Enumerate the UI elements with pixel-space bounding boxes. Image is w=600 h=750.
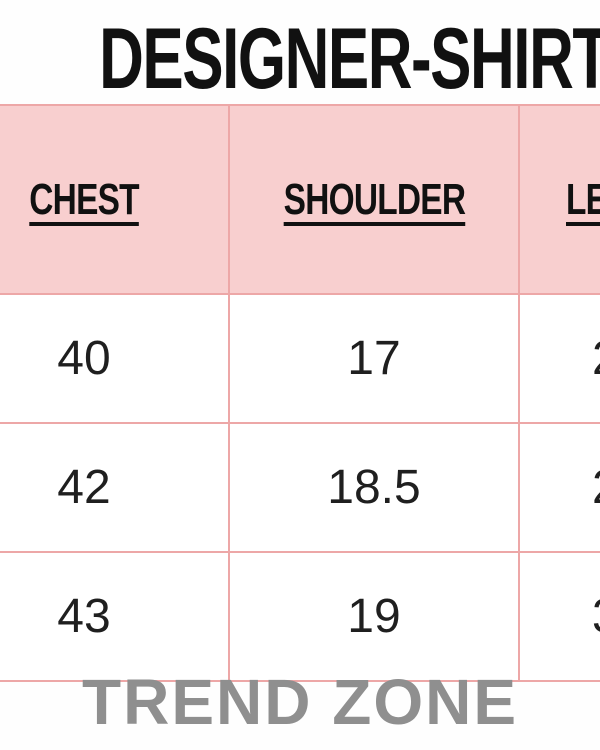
cell-length: 3 xyxy=(518,551,600,682)
brand-name: TREND ZONE xyxy=(0,666,600,738)
column-header-length: LENGTH xyxy=(518,104,600,295)
column-header-shoulder: SHOULDER xyxy=(228,104,520,295)
page-title-text: DESIGNER-SHIRT xyxy=(99,11,600,107)
column-header-chest-label: CHEST xyxy=(29,174,139,224)
header-row: CHEST SHOULDER LENGTH xyxy=(0,104,600,295)
table-row: 42 18.5 2 xyxy=(0,422,600,553)
cell-chest: 40 xyxy=(0,293,230,424)
cell-length: 2 xyxy=(518,293,600,424)
table-row: 43 19 3 xyxy=(0,551,600,682)
cell-shoulder: 19 xyxy=(228,551,520,682)
size-chart-grid: CHEST SHOULDER LENGTH 40 17 2 42 18.5 2 xyxy=(0,104,600,682)
brand-name-text: TREND ZONE xyxy=(82,666,518,738)
cell-chest: 43 xyxy=(0,551,230,682)
table-row: 40 17 2 xyxy=(0,293,600,424)
cell-chest: 42 xyxy=(0,422,230,553)
page-title: DESIGNER-SHIRT xyxy=(0,16,600,102)
cell-shoulder: 18.5 xyxy=(228,422,520,553)
column-header-shoulder-label: SHOULDER xyxy=(283,174,465,224)
cell-length: 2 xyxy=(518,422,600,553)
column-header-length-label: LENGTH xyxy=(566,174,600,224)
size-chart-table: CHEST SHOULDER LENGTH 40 17 2 42 18.5 2 xyxy=(0,104,600,682)
cell-shoulder: 17 xyxy=(228,293,520,424)
column-header-chest: CHEST xyxy=(0,104,230,295)
